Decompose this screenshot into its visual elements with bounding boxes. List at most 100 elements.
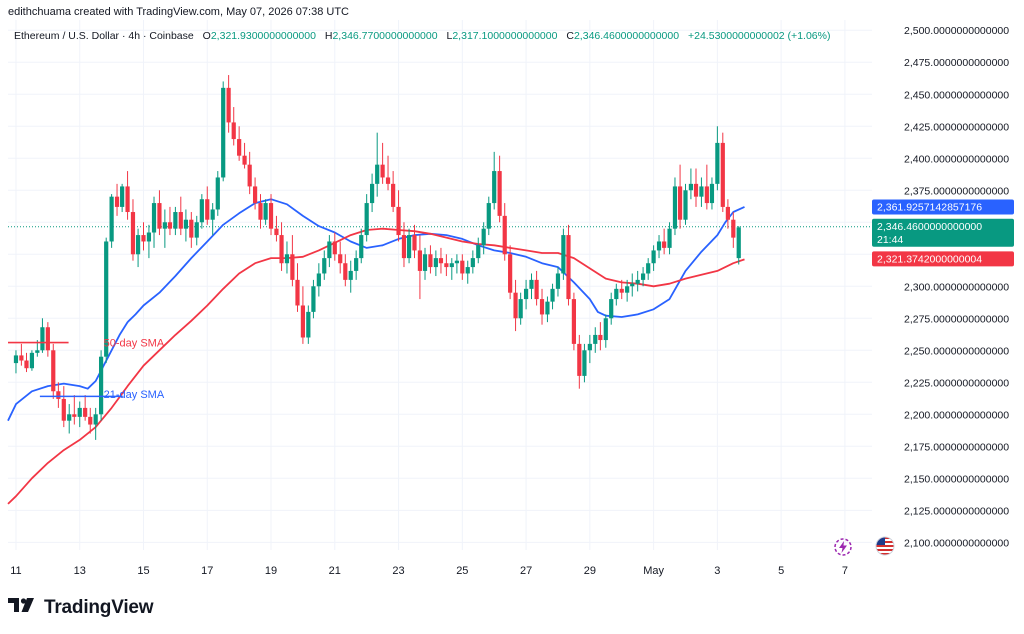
candle <box>534 270 539 306</box>
candle-body <box>306 311 311 338</box>
candle <box>93 407 98 440</box>
candle-body <box>438 258 444 264</box>
candle-body <box>566 235 571 300</box>
candle-body <box>24 360 29 369</box>
candle-body <box>715 142 720 184</box>
candle <box>183 209 189 242</box>
x-tick-label: 17 <box>201 565 213 577</box>
candle-body <box>364 203 369 236</box>
candle-body <box>189 219 194 238</box>
candle-body <box>51 350 56 392</box>
candle-body <box>571 299 577 344</box>
candle-body <box>614 288 619 300</box>
candle-body <box>651 250 656 264</box>
candle <box>45 322 50 357</box>
x-tick-label: 7 <box>842 565 848 577</box>
candle-body <box>417 250 423 271</box>
candle <box>433 250 438 277</box>
candle-body <box>677 186 683 220</box>
candle <box>157 190 162 236</box>
candle-body <box>343 263 348 280</box>
low-label: L <box>446 30 453 42</box>
candle-body <box>582 350 587 376</box>
change-value: +24.5300000000002 (+1.06%) <box>688 30 831 42</box>
candle <box>237 126 242 161</box>
y-tick-label: 2,150.0000000000000 <box>904 473 1009 485</box>
open-label: O <box>202 30 211 42</box>
candle <box>40 318 45 353</box>
candle <box>508 245 513 300</box>
candle-body <box>497 171 502 216</box>
candle <box>109 194 114 248</box>
candle <box>731 212 736 248</box>
lightning-icon[interactable] <box>832 536 854 558</box>
candle <box>662 228 667 255</box>
candle-body <box>709 183 715 204</box>
candle <box>470 250 475 274</box>
candle-body <box>162 222 167 229</box>
high-value: 2,346.7700000000000 <box>332 30 438 42</box>
candle-body <box>194 222 199 238</box>
candle <box>215 171 220 216</box>
candle <box>19 343 24 366</box>
candle <box>587 334 592 364</box>
candle-body <box>359 235 364 259</box>
candle <box>417 235 423 300</box>
y-tick-label: 2,400.0000000000000 <box>904 153 1009 165</box>
candle <box>640 267 646 287</box>
candle <box>135 228 141 268</box>
candle-body <box>625 286 630 293</box>
candle <box>114 183 120 216</box>
candle-body <box>518 299 523 319</box>
open-value: 2,321.9300000000000 <box>210 30 316 42</box>
candle <box>412 224 417 259</box>
y-tick-label: 2,175.0000000000000 <box>904 441 1009 453</box>
candle-body <box>539 299 545 315</box>
symbol-legend[interactable]: Ethereum / U.S. Dollar · 4h · Coinbase O… <box>14 30 830 42</box>
candle <box>625 279 630 302</box>
candle-body <box>167 222 173 229</box>
candle-body <box>354 258 359 271</box>
x-tick-label: 21 <box>329 565 341 577</box>
candle <box>401 222 407 268</box>
candle-body <box>135 235 141 255</box>
sma50-price-tag-bg <box>872 251 1014 267</box>
candle <box>88 407 93 434</box>
y-tick-label: 2,250.0000000000000 <box>904 345 1009 357</box>
x-axis[interactable]: 11 13 15 17 19 21 23 25 27 29 May 3 5 7 <box>10 565 848 577</box>
candle <box>539 288 545 325</box>
candle <box>284 241 290 274</box>
candle-body <box>311 286 316 312</box>
symbol-name[interactable]: Ethereum / U.S. Dollar · 4h · Coinbase <box>14 30 194 42</box>
x-tick-label: 25 <box>456 565 468 577</box>
candle <box>677 164 683 229</box>
candle-body <box>550 288 555 302</box>
candle-body <box>157 203 162 229</box>
candle-body <box>672 186 678 229</box>
candle <box>571 292 577 351</box>
candle-body <box>662 241 667 248</box>
footer-brand[interactable]: TradingView <box>8 596 154 619</box>
brand-name: TradingView <box>44 596 154 618</box>
candle-body <box>545 301 550 315</box>
candle <box>29 350 35 371</box>
candle <box>290 235 295 287</box>
candle-body <box>215 177 220 210</box>
us-flag-icon[interactable] <box>874 535 896 557</box>
candle-body <box>242 155 247 165</box>
candle-body <box>385 177 391 184</box>
candle <box>385 155 391 191</box>
candle-body <box>454 260 459 264</box>
candle <box>555 267 561 297</box>
candle-body <box>183 219 189 229</box>
candle <box>221 81 226 182</box>
candle <box>231 107 236 146</box>
candle <box>396 190 401 242</box>
candle <box>252 177 258 210</box>
candle-body <box>83 407 88 417</box>
candle <box>550 283 555 310</box>
candle <box>704 164 709 210</box>
candle <box>582 343 587 383</box>
candle-body <box>513 292 518 319</box>
